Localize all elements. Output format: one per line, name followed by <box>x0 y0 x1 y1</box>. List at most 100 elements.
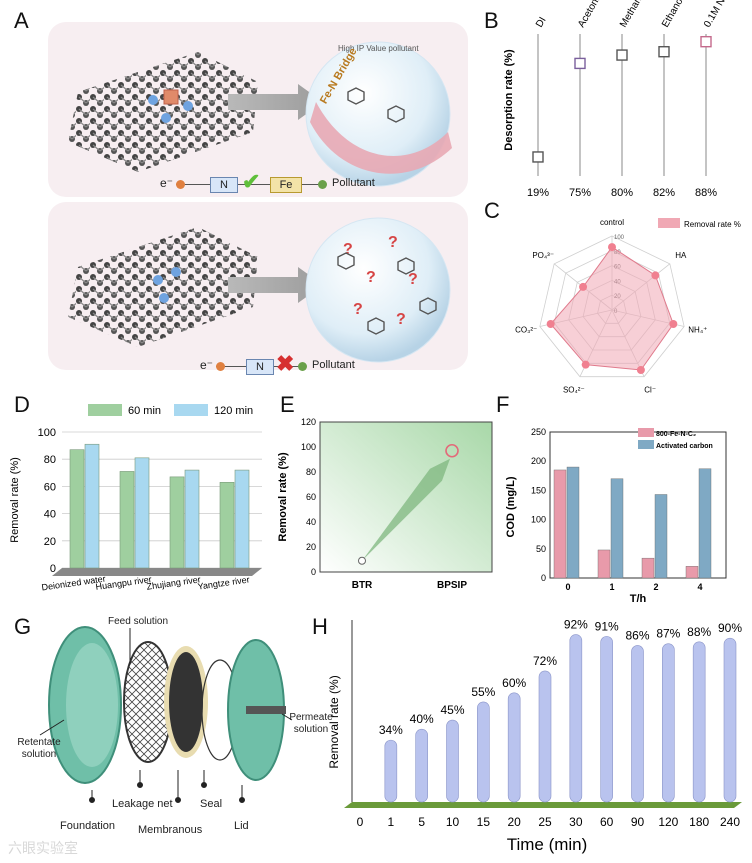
permeate-outlet <box>246 706 286 714</box>
legend-swatch <box>658 218 680 228</box>
y-axis-title: Desorption rate (%) <box>503 49 515 151</box>
membranous <box>169 652 203 752</box>
data-point <box>616 49 628 61</box>
panel-e-chart: Removal rate (%) 0 20 40 60 80 100 120 BTR BPSIP <box>277 417 493 591</box>
radar-ring <box>539 235 685 378</box>
chart-floor <box>344 802 742 808</box>
label-lid: Lid <box>234 820 249 832</box>
bar <box>219 482 235 569</box>
value-label: 86% <box>625 628 649 642</box>
trend-arrow <box>362 458 450 561</box>
bar <box>641 557 655 579</box>
electron-dot <box>176 180 185 189</box>
bar <box>184 469 200 569</box>
bar <box>446 719 459 803</box>
panel-c-chart: controlHANH₄⁺Cl⁻SO₄²⁻CO₃²⁻PO₄³⁻020406080… <box>515 218 741 394</box>
panel-g-illustration <box>39 626 293 803</box>
radar-data-point <box>636 366 645 375</box>
bar <box>84 443 100 569</box>
svg-text:?: ? <box>408 271 418 288</box>
bubble-caption: High IP Value pollutant <box>338 44 419 53</box>
category-label: 0.1M NaOH <box>702 0 738 30</box>
bar <box>134 457 150 569</box>
value-label: 92% <box>564 618 588 632</box>
y-tick-label: 250 <box>531 427 546 437</box>
data-point <box>574 57 586 70</box>
value-label: 88% <box>695 187 717 199</box>
n-box-top: N <box>210 177 238 193</box>
value-label: 90% <box>718 621 742 635</box>
radar-series-area <box>550 246 674 371</box>
value-label: 72% <box>533 654 557 668</box>
bar <box>234 469 250 569</box>
bar <box>119 471 135 569</box>
y-tick-label: 200 <box>531 456 546 466</box>
bubble-bottom <box>305 217 451 363</box>
x-tick-label: Yangtze river <box>197 574 250 591</box>
y-tick-label: 120 <box>301 417 316 427</box>
graphene-sheet-top <box>68 52 258 172</box>
bar <box>569 634 583 803</box>
cross-icon: ✖ <box>276 351 295 376</box>
x-tick-label: 5 <box>418 815 425 829</box>
legend-swatch <box>638 428 654 437</box>
question-mark-icons: ??? ??? <box>343 234 418 328</box>
svg-text:?: ? <box>343 241 353 258</box>
radar-data-point <box>669 319 678 328</box>
watermark: 六眼实验室 <box>8 840 78 856</box>
bar <box>698 468 712 579</box>
bar <box>553 469 567 579</box>
x-axis-title: T/h <box>630 593 647 605</box>
legend-swatch <box>174 404 208 416</box>
chart-floor <box>52 568 262 576</box>
bar <box>507 692 521 803</box>
radar-data-point <box>581 360 590 369</box>
bar <box>692 641 706 803</box>
x-tick-label: 240 <box>720 815 740 829</box>
x-tick-label: 120 <box>658 815 678 829</box>
value-label: 75% <box>569 187 591 199</box>
panel-label-e: E <box>280 392 295 417</box>
x-tick-label: 15 <box>477 815 491 829</box>
bar <box>477 701 490 803</box>
legend-label: Activated carbon <box>656 443 713 450</box>
y-axis-title: COD (mg/L) <box>505 476 517 537</box>
label-permeate-solution: Permeate solution <box>289 712 333 735</box>
category-label: Ethanol <box>660 0 686 29</box>
bar <box>610 478 624 579</box>
legend-label: 60 min <box>128 405 161 417</box>
panel-a-illustration: ??? ??? <box>68 41 452 363</box>
value-label: 82% <box>653 187 675 199</box>
electron-label-bottom: e⁻ <box>200 358 214 372</box>
foundation-inner <box>66 643 118 767</box>
x-tick-label: 2 <box>653 582 658 592</box>
x-tick-label: BTR <box>352 580 373 591</box>
x-tick-label: BPSIP <box>437 580 467 591</box>
y-tick-label: 60 <box>306 492 316 502</box>
y-axis-title: Removal rate (%) <box>9 457 21 543</box>
x-tick-label: 180 <box>689 815 709 829</box>
radar-axis-label: Cl⁻ <box>644 385 656 394</box>
arrow-icon <box>228 84 323 120</box>
bar <box>723 637 737 803</box>
graphene-sheet-bottom <box>68 227 258 347</box>
y-tick-label: 20 <box>44 536 56 548</box>
label-foundation: Foundation <box>60 820 116 832</box>
bar <box>538 670 552 803</box>
check-icon: ✔ <box>242 169 261 194</box>
radar-axis-label: CO₃²⁻ <box>515 326 537 335</box>
value-label: 60% <box>502 676 526 690</box>
x-tick-label: 30 <box>569 815 583 829</box>
bar <box>600 636 613 803</box>
category-label: Methanol <box>618 0 648 30</box>
panel-h-chart: Removal rate (%) 0 1 34% 5 40% 10 45% 15 55% 20 60%… <box>327 618 742 854</box>
legend-label: 800-Fe-N-C₂ <box>656 431 696 438</box>
legend-label: 120 min <box>214 405 253 417</box>
radar-axis-label: control <box>600 218 624 227</box>
radar-data-point <box>546 319 555 328</box>
x-axis-title: Time (min) <box>507 835 588 854</box>
y-tick-label: 60 <box>44 481 56 493</box>
data-point <box>358 556 366 565</box>
value-label: 91% <box>595 619 619 633</box>
